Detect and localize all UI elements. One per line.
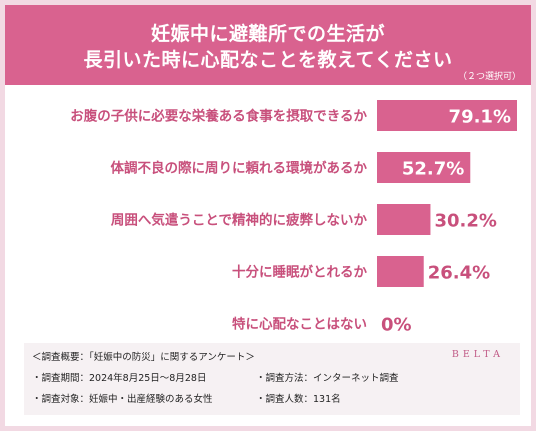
survey-method: ・調査方法：インターネット調査 bbox=[256, 373, 399, 384]
category-label: 周囲へ気遣うことで精神的に疲弊しないか bbox=[111, 212, 368, 229]
selection-note: （２つ選択可） bbox=[457, 72, 521, 82]
survey-target: ・調査対象：妊娠中・出産経験のある女性 bbox=[32, 394, 213, 405]
bar bbox=[377, 152, 471, 183]
bar bbox=[377, 100, 517, 131]
bar-chart: お腹の子供に必要な栄養ある食事を摂取できるか 79.1% 体調不良の際に周りに頼れる… bbox=[70, 100, 517, 336]
title-line-2: 長引いた時に心配なことを教えてください bbox=[83, 49, 453, 71]
value-label: 26.4% bbox=[428, 263, 490, 284]
category-label: 特に心配なことはない bbox=[232, 316, 367, 333]
survey-summary: ＜調査概要：「妊娠中の防災」に関するアンケート＞ ・調査期間：2024年8月25… bbox=[24, 343, 520, 415]
survey-count: ・調査人数：131名 bbox=[256, 394, 341, 405]
survey-period: ・調査期間：2024年8月25日〜8月28日 bbox=[32, 373, 207, 384]
value-label: 30.2% bbox=[434, 211, 496, 232]
value-label: 79.1% bbox=[449, 107, 511, 128]
bar bbox=[377, 204, 431, 235]
category-label: 十分に睡眠がとれるか bbox=[232, 264, 367, 281]
survey-heading: ＜調査概要：「妊娠中の防災」に関するアンケート＞ bbox=[32, 352, 255, 363]
category-label: お腹の子供に必要な栄養ある食事を摂取できるか bbox=[70, 108, 367, 125]
bar bbox=[377, 256, 424, 287]
value-label: 0% bbox=[381, 315, 412, 336]
title-line-1: 妊娠中に避難所での生活が bbox=[150, 23, 385, 45]
brand-logo: BELTA bbox=[451, 349, 504, 360]
title-banner: 妊娠中に避難所での生活が 長引いた時に心配なことを教えてください （２つ選択可） bbox=[5, 5, 531, 85]
value-label: 52.7% bbox=[402, 159, 464, 180]
category-label: 体調不良の際に周りに頼れる環境があるか bbox=[111, 160, 368, 177]
